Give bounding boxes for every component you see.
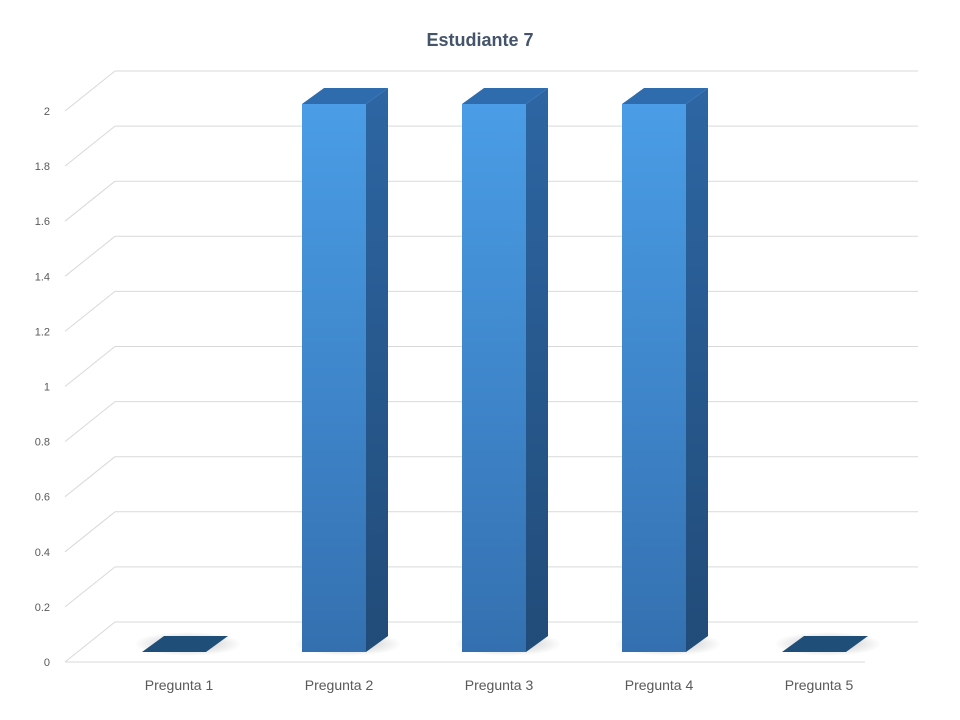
bar-front [622,104,686,652]
x-tick-label: Pregunta 3 [465,677,534,693]
y-tick-label: 1 [44,382,50,394]
bar-front [462,104,526,652]
gridline-side [64,291,116,332]
x-tick-label: Pregunta 2 [305,677,374,693]
gridline-side [64,456,116,498]
bar-front [302,104,366,652]
bar-top [462,88,548,104]
x-tick-label: Pregunta 5 [785,677,854,693]
y-tick-label: 0.4 [35,547,50,559]
gridline-side [64,401,116,442]
bar-4 [614,88,722,656]
chart-title: Estudiante 7 [426,30,534,50]
y-tick-label: 0.2 [35,602,50,614]
bar-top [302,88,388,104]
gridline-side [64,180,116,222]
y-tick-label: 1.8 [35,161,50,173]
y-tick-label: 0.8 [35,437,50,449]
gridline-side [64,621,116,663]
y-tick-label: 0.6 [35,492,50,504]
x-tick-label: Pregunta 1 [145,677,214,693]
y-tick-label: 2 [44,106,50,118]
bar-side [366,88,388,652]
bar-2 [294,88,402,656]
bar-3 [454,88,562,656]
y-tick-label: 1.4 [35,271,50,283]
x-tick-label: Pregunta 4 [625,677,694,693]
bar-1 [134,632,242,656]
bar-zero [782,636,868,652]
bar-side [686,88,708,652]
bar-5 [774,632,882,656]
y-tick-label: 1.2 [35,326,50,338]
bar-top [622,88,708,104]
bar-side [526,88,548,652]
gridline-side [64,125,116,167]
y-tick-label: 0 [44,657,50,669]
gridline-side [64,566,116,608]
bar-zero [142,636,228,652]
gridline-side [64,70,116,112]
gridline-side [64,346,116,387]
gridline-side [64,235,116,277]
gridline-side [64,511,116,553]
y-tick-label: 1.6 [35,216,50,228]
